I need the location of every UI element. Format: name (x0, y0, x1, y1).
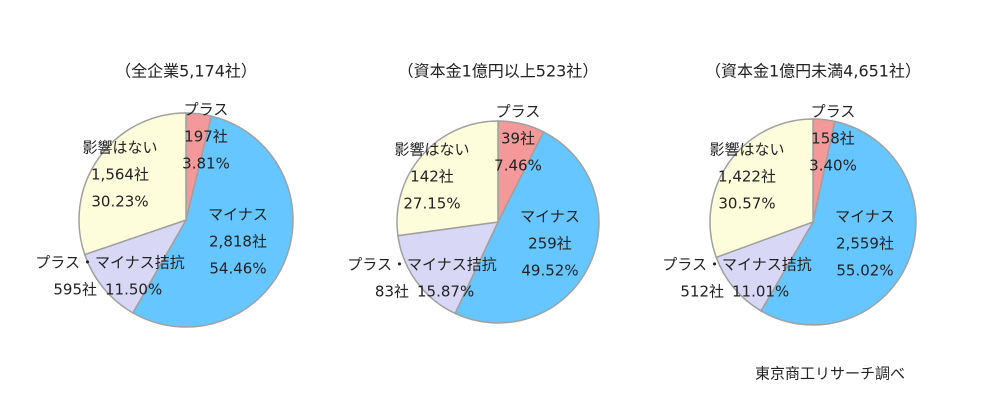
slice-name: 影響はない (709, 141, 784, 159)
slice-name: プラス (496, 103, 541, 121)
count-label: 259社 (528, 235, 572, 253)
value-label: 7.46% (494, 157, 542, 175)
slice-name: プラス (184, 101, 229, 119)
count-label: 39社 (501, 130, 535, 148)
slice-name: プラス・マイナス拮抗 (347, 256, 496, 274)
value-label: 11.50% (105, 281, 162, 299)
slice-name: マイナス (208, 206, 268, 224)
count-label: 2,818社 (209, 233, 267, 251)
pie-slice (131, 115, 294, 328)
value-label: 11.01% (732, 283, 789, 301)
pie-slice (454, 130, 600, 324)
count-label: 2,559社 (836, 235, 894, 253)
slice-name: プラス・マイナス拮抗 (662, 256, 811, 274)
count-label: 1,564社 (91, 166, 149, 184)
slice-name: プラス (811, 103, 856, 121)
count-label: 512社 (680, 283, 724, 301)
pie-slice (396, 120, 499, 237)
count-label: 595社 (53, 281, 97, 299)
value-label: 30.57% (718, 195, 775, 213)
value-label: 54.46% (209, 260, 266, 278)
count-label: 197社 (184, 128, 228, 146)
value-label: 15.87% (417, 283, 474, 301)
slice-name: 影響はない (82, 139, 157, 157)
chart-title: （資本金1億円未満4,651社） (705, 62, 921, 81)
chart-title: （全企業5,174社） (115, 62, 257, 81)
chart-title: （資本金1億円以上523社） (398, 62, 599, 81)
slice-name: マイナス (520, 208, 580, 226)
value-label: 49.52% (521, 262, 578, 280)
slice-name: 影響はない (394, 141, 469, 159)
pie-slice (83, 218, 188, 314)
pie-slice (78, 112, 187, 256)
value-label: 3.40% (809, 157, 857, 175)
pie-slice (709, 118, 814, 259)
value-label: 3.81% (182, 155, 230, 173)
source: 東京商工リサーチ調べ (755, 365, 905, 383)
value-label: 27.15% (403, 195, 460, 213)
pie-slice (397, 221, 500, 315)
count-label: 1,422社 (718, 168, 776, 186)
count-label: 83社 (375, 283, 409, 301)
value-label: 30.23% (91, 193, 148, 211)
value-label: 55.02% (836, 262, 893, 280)
slice-name: マイナス (835, 208, 895, 226)
count-label: 158社 (811, 130, 855, 148)
pie-slice (759, 120, 917, 326)
count-label: 142社 (410, 168, 454, 186)
slice-name: プラス・マイナス拮抗 (35, 254, 184, 272)
pie-slice (715, 220, 815, 312)
